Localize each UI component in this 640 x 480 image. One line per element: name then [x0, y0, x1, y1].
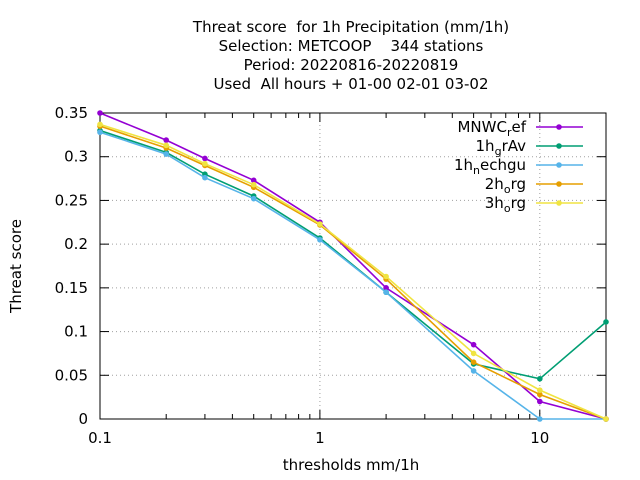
series-1h-nechgu [97, 129, 609, 422]
data-point [250, 195, 257, 202]
data-point [470, 341, 477, 348]
legend-label: 2horg [485, 175, 526, 196]
data-point [317, 236, 323, 243]
data-point [470, 350, 477, 357]
data-point [383, 285, 389, 291]
data-point [202, 155, 208, 162]
x-tick-label: 1 [315, 429, 325, 447]
x-axis-label: thresholds mm/1h [283, 456, 420, 474]
chart-title-line-2: Selection: METCOOP 344 stations [218, 37, 484, 55]
data-point [202, 160, 208, 167]
y-tick-label: 0 [78, 410, 88, 428]
x-tick-label: 0.1 [88, 429, 112, 447]
chart-title-line-4: Used All hours + 01-00 02-01 03-02 [213, 75, 489, 93]
data-point [470, 368, 477, 374]
y-tick-label: 0.05 [55, 366, 88, 384]
grid-layer [100, 113, 606, 419]
legend-swatch-point [556, 124, 562, 130]
data-point [537, 398, 543, 405]
data-point [537, 391, 543, 398]
data-point [383, 273, 389, 280]
data-point [202, 174, 208, 181]
series-layer [97, 110, 609, 422]
legend-item: 2horg [485, 175, 583, 196]
y-tick-label: 0.25 [55, 191, 88, 209]
chart-title-line-1: Threat score for 1h Precipitation (mm/1h… [192, 18, 510, 36]
chart-title-line-3: Period: 20220816-20220819 [243, 56, 459, 74]
data-point [603, 416, 609, 422]
data-point [163, 137, 169, 143]
data-point [537, 387, 543, 393]
y-tick-label: 0.2 [64, 235, 88, 253]
legend-label: 3horg [485, 194, 526, 215]
legend-swatch-point [556, 200, 562, 206]
y-tick-label: 0.3 [64, 148, 88, 166]
legend-label: MNWCref [457, 118, 526, 139]
y-axis-label: Threat score [7, 219, 25, 314]
series-3h-org [97, 121, 609, 422]
y-tick-label: 0.15 [55, 279, 88, 297]
plot-border [99, 112, 607, 420]
data-point [537, 416, 543, 422]
data-point [250, 181, 257, 188]
legend-item: 3horg [485, 194, 583, 215]
y-tick-label: 0.1 [64, 323, 88, 341]
data-point [97, 121, 103, 128]
legend-label: 1hgrAv [476, 137, 527, 158]
data-point [603, 319, 609, 325]
data-point [163, 142, 169, 149]
legend-swatch-point [556, 143, 562, 149]
tick-labels: 0 0.05 0.1 0.15 0.2 0.25 0.3 0.35 0.1 1 10 [55, 104, 550, 447]
data-point [97, 110, 103, 116]
legend-swatch-point [556, 181, 562, 187]
x-tick-label: 10 [530, 429, 549, 447]
y-tick-label: 0.35 [55, 104, 88, 122]
data-point [537, 375, 543, 382]
legend-label: 1hnechgu [454, 156, 526, 177]
legend-swatch-point [556, 162, 562, 168]
data-point [163, 151, 169, 157]
data-point [97, 129, 103, 136]
legend-item: 1hnechgu [454, 156, 583, 177]
data-point [383, 289, 389, 296]
data-point [470, 359, 477, 365]
data-point [317, 221, 323, 227]
legend-item: MNWCref [457, 118, 583, 139]
legend-item: 1hgrAv [476, 137, 583, 158]
data-point [250, 177, 257, 184]
